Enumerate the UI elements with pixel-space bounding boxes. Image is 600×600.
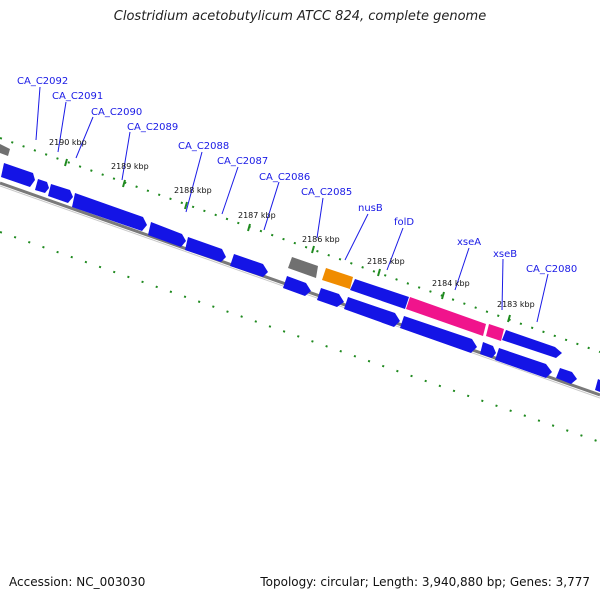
kbp-label: 2184 kbp [432, 279, 470, 288]
topology-text: Topology: circular; Length: 3,940,880 bp… [260, 575, 590, 589]
gene-feature[interactable] [350, 279, 409, 309]
forward-strand [0, 144, 562, 358]
gene-label[interactable]: CA_C2085 [301, 187, 352, 198]
gene-label[interactable]: CA_C2086 [259, 172, 310, 183]
gene-feature[interactable] [322, 268, 353, 289]
gene-feature[interactable] [486, 324, 504, 341]
gene-feature[interactable] [344, 297, 400, 327]
kbp-label: 2185 kbp [367, 257, 405, 266]
gene-feature[interactable] [185, 237, 226, 262]
gene-label[interactable]: CA_C2089 [127, 122, 178, 133]
gene-feature[interactable] [35, 179, 49, 193]
gene-label[interactable]: CA_C2088 [178, 141, 229, 152]
gene-feature[interactable] [288, 257, 318, 278]
gene-label[interactable]: CA_C2080 [526, 264, 577, 275]
tick-track-outer [0, 137, 600, 353]
gene-feature[interactable] [406, 297, 486, 336]
gene-label[interactable]: CA_C2090 [91, 107, 142, 118]
kbp-label: 2190 kbp [49, 138, 87, 147]
gene-feature[interactable] [1, 163, 35, 187]
kbp-label: 2189 kbp [111, 162, 149, 171]
accession-text: Accession: NC_003030 [9, 575, 146, 589]
gene-label[interactable]: folD [394, 217, 414, 228]
gene-feature[interactable] [595, 379, 600, 392]
gene-feature[interactable] [283, 276, 311, 296]
gene-label[interactable]: CA_C2091 [52, 91, 103, 102]
reverse-strand [283, 276, 600, 392]
gene-feature[interactable] [556, 368, 577, 384]
gene-labels: CA_C2092 CA_C2091 CA_C2090 CA_C2089 CA_C… [17, 76, 577, 275]
label-leaders [35, 86, 549, 323]
gene-feature[interactable] [0, 144, 10, 156]
gene-feature[interactable] [72, 193, 147, 231]
gene-label[interactable]: xseB [493, 249, 517, 260]
gene-feature[interactable] [148, 222, 186, 247]
gene-feature[interactable] [400, 316, 477, 353]
kbp-labels: 2190 kbp 2189 kbp 2188 kbp 2187 kbp 2186… [49, 138, 535, 309]
gene-feature[interactable] [230, 254, 268, 277]
gene-feature[interactable] [480, 342, 496, 358]
kbp-label: 2188 kbp [174, 186, 212, 195]
gene-feature[interactable] [48, 184, 73, 203]
tick-track-inner [0, 231, 600, 443]
gene-label[interactable]: xseA [457, 237, 481, 248]
gene-label[interactable]: CA_C2092 [17, 76, 68, 87]
gene-feature[interactable] [495, 348, 552, 378]
gene-label[interactable]: CA_C2087 [217, 156, 268, 167]
gene-feature[interactable] [317, 288, 344, 307]
kbp-label: 2183 kbp [497, 300, 535, 309]
gene-label[interactable]: nusB [358, 203, 383, 214]
kbp-label: 2187 kbp [238, 211, 276, 220]
kbp-label: 2186 kbp [302, 235, 340, 244]
gene-feature[interactable] [502, 330, 562, 358]
major-ticks [64, 158, 511, 323]
map-title: Clostridium acetobutylicum ATCC 824, com… [113, 9, 487, 24]
